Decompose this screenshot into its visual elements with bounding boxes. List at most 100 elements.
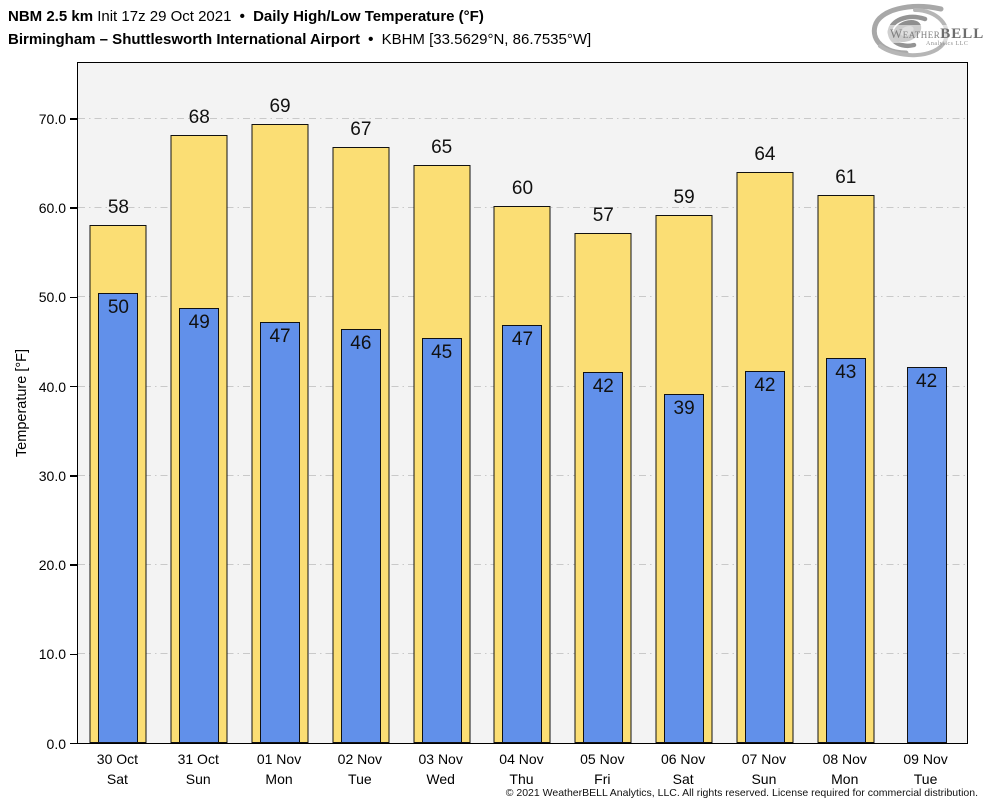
low-temp-bar: 43 — [825, 357, 866, 743]
logo-weather-text: Weather — [890, 26, 941, 41]
x-tick: 04 Nov Thu — [481, 749, 562, 789]
bar-column: 64 42 — [725, 63, 806, 743]
x-tick-day: Fri — [594, 771, 611, 787]
bar-column: 59 39 — [644, 63, 725, 743]
high-value-label: 61 — [835, 167, 857, 189]
x-tick-date: 06 Nov — [660, 751, 706, 767]
y-tick-mark — [70, 296, 77, 299]
low-value-label: 49 — [188, 311, 210, 333]
x-tick-date: 01 Nov — [256, 751, 302, 767]
x-tick: 31 Oct Sun — [158, 749, 239, 789]
bar-column: 58 50 — [78, 63, 159, 743]
y-tick-label: 70.0 — [38, 110, 66, 127]
low-temp-bar: 49 — [179, 307, 220, 743]
y-tick-label: 10.0 — [38, 646, 66, 663]
weatherbell-logo: WeatherBELL Analytics LLC — [862, 1, 984, 59]
low-value-label: 47 — [511, 329, 534, 351]
x-tick-day: Thu — [509, 771, 534, 787]
x-tick: 05 Nov Fri — [562, 749, 643, 789]
x-tick-day: Sat — [106, 771, 128, 787]
y-tick-label: 30.0 — [38, 467, 66, 484]
bar-column: 69 47 — [240, 63, 321, 743]
x-tick: 08 Nov Mon — [804, 749, 885, 789]
bar-column: 61 43 — [805, 63, 886, 743]
bullet-separator: • — [239, 8, 245, 25]
y-tick-mark — [70, 475, 77, 477]
title-line-2: Birmingham – Shuttlesworth International… — [8, 28, 591, 51]
low-value-label: 39 — [673, 398, 695, 420]
logo-wordmark: WeatherBELL — [888, 25, 984, 43]
y-tick-label: 50.0 — [38, 289, 66, 306]
bar-column: 68 49 — [159, 63, 240, 743]
low-value-label: 47 — [269, 325, 291, 347]
x-tick-date: 08 Nov — [822, 751, 867, 767]
x-tick-day: Sat — [672, 771, 694, 787]
init-time: Init 17z 29 Oct 2021 — [97, 8, 232, 25]
x-tick-date: 09 Nov — [903, 751, 948, 767]
low-value-label: 42 — [916, 371, 938, 393]
high-value-label: 58 — [107, 196, 129, 218]
low-value-label: 50 — [107, 297, 129, 319]
logo-bell-text: BELL — [940, 26, 984, 42]
y-tick-mark — [70, 118, 77, 120]
bar-column: 67 46 — [320, 63, 401, 743]
grid-line — [78, 117, 967, 119]
plot-area: 58 50 68 49 69 47 67 46 65 45 60 47 57 42 59 39 64 42 61 43… — [77, 62, 968, 744]
low-value-label: 45 — [431, 341, 453, 363]
y-tick-label: 60.0 — [38, 200, 66, 217]
low-temp-bar: 45 — [421, 337, 462, 743]
y-tick-mark — [70, 207, 77, 209]
bar-column: 57 42 — [563, 63, 644, 743]
x-tick-date: 03 Nov — [418, 751, 463, 767]
high-value-label: 69 — [269, 95, 291, 117]
copyright-notice: © 2021 WeatherBELL Analytics, LLC. All r… — [505, 787, 978, 799]
high-value-label: 67 — [350, 118, 372, 140]
low-temp-bar: 39 — [664, 394, 705, 743]
high-value-label: 68 — [188, 107, 210, 129]
x-tick: 06 Nov Sat — [643, 749, 724, 789]
x-tick-date: 05 Nov — [580, 751, 625, 767]
bar-column: 42 — [886, 63, 967, 743]
model-name: NBM 2.5 km — [8, 8, 94, 25]
bullet-separator: • — [368, 31, 374, 48]
product-name: Daily High/Low Temperature (°F) — [253, 8, 484, 25]
x-tick-date: 31 Oct — [177, 751, 219, 767]
x-tick: 30 Oct Sat — [77, 749, 158, 789]
low-temp-bar: 42 — [583, 371, 624, 743]
low-value-label: 42 — [754, 374, 776, 396]
y-tick-mark — [70, 385, 77, 388]
high-value-label: 65 — [431, 136, 453, 158]
x-tick: 07 Nov Sun — [724, 749, 805, 789]
bar-column: 65 45 — [401, 63, 482, 743]
x-tick: 03 Nov Wed — [400, 749, 481, 789]
x-tick-day: Tue — [913, 771, 938, 787]
y-tick-label: 40.0 — [38, 378, 66, 395]
y-tick-mark — [70, 742, 77, 745]
high-value-label: 60 — [511, 177, 534, 199]
x-tick-day: Mon — [265, 771, 293, 787]
low-temp-bar: 47 — [502, 325, 543, 743]
low-value-label: 46 — [350, 332, 372, 354]
logo-subtitle: Analytics LLC — [926, 41, 969, 47]
station-id-coords: KBHM [33.5629°N, 86.7535°W] — [381, 31, 592, 48]
x-tick-date: 07 Nov — [741, 751, 787, 767]
x-tick-date: 02 Nov — [337, 751, 383, 767]
plot-inner: 58 50 68 49 69 47 67 46 65 45 60 47 57 42 59 39 64 42 61 43… — [78, 63, 967, 743]
x-tick: 02 Nov Tue — [319, 749, 400, 789]
low-temp-bar: 42 — [744, 370, 785, 743]
bar-column: 60 47 — [482, 63, 563, 743]
high-value-label: 57 — [592, 204, 614, 226]
y-tick-mark — [70, 564, 77, 566]
high-value-label: 59 — [673, 186, 695, 208]
high-value-label: 64 — [754, 143, 776, 165]
low-temp-bar: 47 — [260, 321, 301, 743]
station-name: Birmingham – Shuttlesworth International… — [8, 31, 360, 48]
y-tick-label: 20.0 — [38, 557, 66, 574]
x-tick-day: Mon — [831, 771, 859, 787]
x-tick-day: Sun — [185, 771, 211, 787]
x-tick-date: 04 Nov — [499, 751, 544, 767]
y-axis-title: Temperature [°F] — [14, 348, 30, 458]
x-tick-date: 30 Oct — [96, 751, 139, 767]
x-tick-day: Tue — [348, 771, 372, 787]
